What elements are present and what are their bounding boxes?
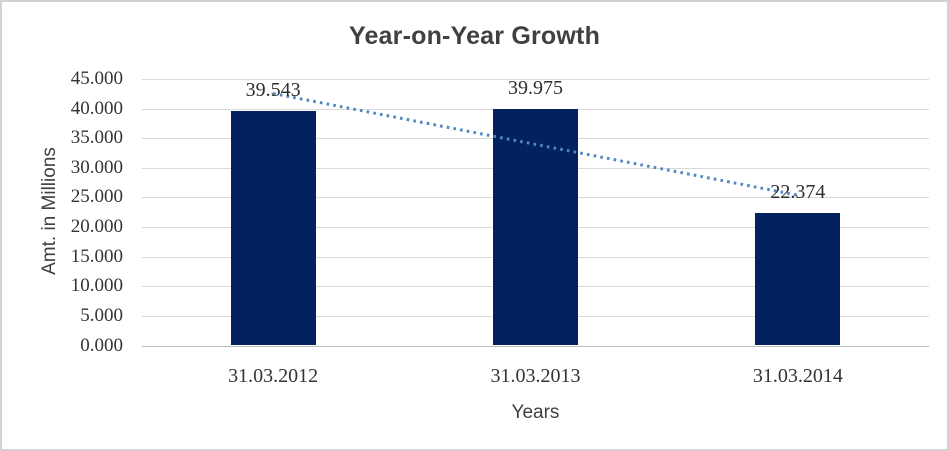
y-gridline [142, 79, 929, 80]
y-tick-label: 40.000 [70, 97, 123, 119]
y-tick-label: 10.000 [70, 275, 123, 297]
y-tick-label: 30.000 [70, 156, 123, 178]
x-tick-label: 31.03.2014 [752, 364, 843, 387]
bar-31.03.2012 [230, 111, 316, 346]
y-tick-label: 0.000 [80, 334, 123, 356]
x-tick-label: 31.03.2013 [490, 364, 581, 387]
bar-data-label: 39.975 [508, 76, 563, 99]
bar-data-label: 39.543 [245, 79, 301, 102]
x-axis-line [142, 345, 929, 347]
bar-31.03.2014 [755, 212, 841, 346]
y-tick-label: 35.000 [70, 127, 123, 149]
y-tick-label: 5.000 [80, 304, 123, 326]
y-tick-label: 20.000 [70, 216, 123, 238]
y-tick-label: 25.000 [70, 186, 123, 208]
x-axis-title: Years [511, 402, 560, 423]
y-tick-label: 45.000 [70, 68, 123, 89]
y-tick-label: 15.000 [70, 245, 123, 267]
bar-31.03.2013 [493, 108, 578, 346]
bar-data-label: 22.374 [770, 180, 826, 203]
x-tick-label: 31.03.2012 [228, 364, 319, 387]
chart-title: Year-on-Year Growth [348, 22, 601, 50]
